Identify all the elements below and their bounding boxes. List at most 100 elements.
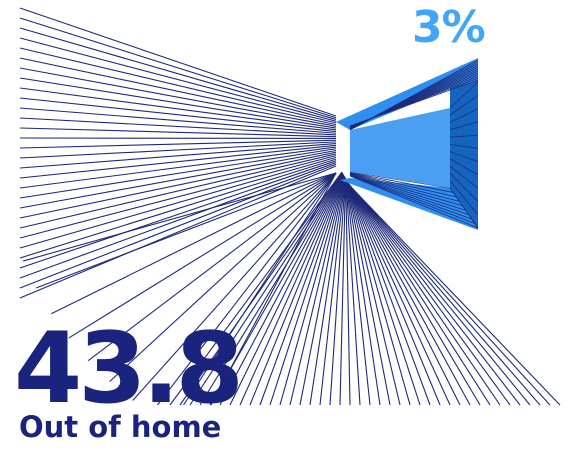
perspective-line: [329, 177, 346, 406]
perspective-line: [346, 180, 411, 406]
perspective-line: [50, 172, 337, 315]
perspective-line: [348, 184, 521, 406]
perspective-line: [269, 175, 345, 406]
perspective-line: [239, 174, 344, 406]
headline-value: 43.8: [14, 312, 244, 426]
perspective-line: [339, 178, 347, 406]
blue-room-graphic: [336, 58, 479, 230]
perspective-line: [169, 171, 343, 406]
perspective-line: [19, 139, 337, 149]
perspective-line: [19, 7, 337, 117]
perspective-line: [348, 183, 511, 406]
perspective-line: [19, 67, 337, 127]
perspective-line: [19, 160, 337, 269]
perspective-line: [319, 177, 346, 406]
room-wall: [450, 80, 478, 230]
perspective-line: [348, 183, 501, 406]
perspective-line: [346, 180, 421, 406]
room-ray: [349, 79, 479, 127]
room-ray: [449, 134, 479, 138]
perspective-line: [19, 163, 337, 289]
perspective-line: [346, 181, 431, 406]
room-ray: [449, 187, 479, 229]
perspective-line: [19, 87, 337, 131]
perspective-line: [345, 178, 351, 406]
perspective-line: [19, 141, 337, 159]
room-ray: [449, 165, 479, 189]
perspective-line: [19, 107, 337, 134]
perspective-line: [249, 174, 345, 406]
room-ray: [349, 173, 463, 207]
perspective-line: [19, 57, 337, 126]
room-ray: [349, 172, 460, 202]
room-ray: [349, 172, 454, 193]
perspective-line: [348, 184, 531, 406]
room-ray: [449, 143, 479, 149]
room-ray: [449, 108, 479, 123]
share-percentage: 3%: [412, 2, 486, 53]
room-ray: [449, 81, 479, 109]
perspective-line: [19, 97, 337, 133]
perspective-line: [259, 175, 345, 406]
room-ray: [349, 172, 457, 198]
room-ray: [449, 151, 479, 163]
perspective-line: [229, 173, 344, 406]
category-caption: Out of home: [19, 410, 222, 444]
perspective-line: [347, 182, 461, 406]
perspective-line: [19, 77, 337, 129]
perspective-line: [349, 184, 541, 406]
perspective-line: [347, 181, 451, 406]
perspective-line: [349, 185, 561, 406]
room-ray: [349, 175, 476, 224]
room-ray: [449, 121, 479, 131]
room-rays: [349, 59, 479, 229]
room-back-panel: [350, 108, 450, 188]
perspective-line: [189, 172, 343, 406]
perspective-line: [347, 182, 471, 406]
perspective-line: [19, 17, 337, 119]
room-floor: [340, 178, 478, 230]
room-ray: [349, 174, 472, 220]
perspective-line: [19, 127, 337, 138]
perspective-line: [19, 162, 337, 279]
perspective-line: [289, 176, 345, 406]
perspective-line: [347, 182, 481, 406]
perspective-line: [347, 181, 441, 406]
room-ceiling: [336, 58, 478, 130]
perspective-line: [279, 175, 345, 406]
perspective-line: [19, 153, 337, 229]
perspective-line: [157, 172, 337, 406]
room-ray: [349, 174, 469, 216]
perspective-line: [19, 155, 337, 239]
perspective-line: [183, 172, 337, 406]
perspective-line: [19, 117, 337, 136]
perspective-line: [309, 176, 346, 406]
perspective-line: [210, 172, 337, 406]
perspective-line: [19, 156, 337, 249]
perspective-line: [109, 172, 337, 383]
room-ray: [449, 180, 479, 215]
perspective-line: [19, 148, 337, 199]
perspective-line: [345, 179, 381, 406]
room-ray: [349, 175, 479, 229]
perspective-line: [19, 144, 337, 179]
perspective-line: [19, 146, 337, 189]
perspective-line: [19, 151, 337, 219]
perspective-line: [19, 149, 337, 209]
room-ray: [349, 173, 466, 211]
room-ray: [449, 94, 479, 116]
room-ray: [449, 173, 479, 202]
perspective-line: [132, 172, 337, 401]
perspective-line: [87, 172, 337, 362]
perspective-line: [19, 47, 337, 124]
perspective-line: [19, 158, 337, 259]
perspective-line: [19, 27, 337, 120]
perspective-line: [199, 172, 344, 406]
perspective-line: [349, 185, 551, 406]
perspective-line: [219, 173, 344, 406]
perspective-line: [68, 172, 337, 339]
perspective-line: [345, 179, 371, 406]
perspective-line: [19, 143, 337, 169]
perspective-line: [345, 178, 361, 406]
